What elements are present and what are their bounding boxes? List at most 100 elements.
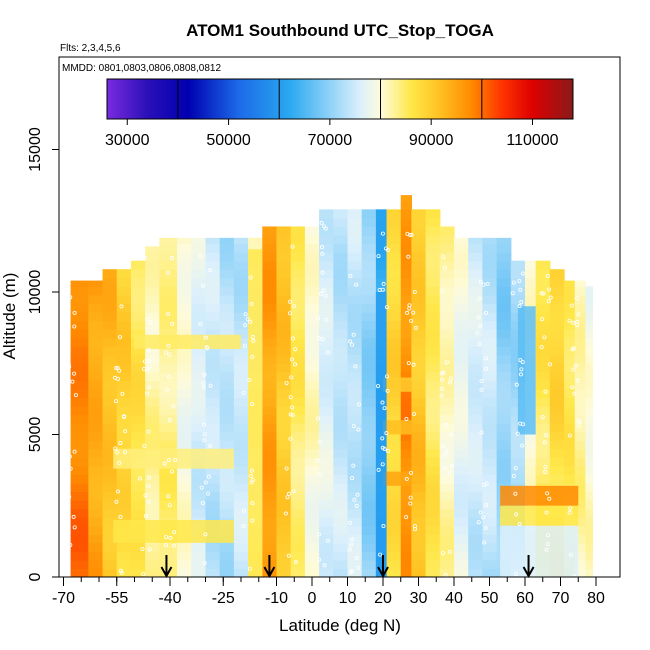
sample-point	[245, 317, 250, 322]
heatmap-cell	[333, 517, 349, 527]
heatmap-cell	[574, 337, 586, 347]
heatmap-cell	[333, 363, 349, 373]
heatmap-cell	[233, 414, 249, 424]
heatmap-cell	[454, 448, 469, 458]
heatmap-cell	[116, 551, 132, 561]
heatmap-cell	[88, 337, 104, 347]
heatmap-cell	[290, 431, 306, 441]
sample-point	[173, 457, 178, 462]
heatmap-cell	[535, 354, 551, 364]
y-axis-label: Altitude (m)	[0, 273, 19, 360]
heatmap-cell	[276, 551, 292, 561]
heatmap-cell	[219, 243, 235, 253]
heatmap-cell	[116, 337, 132, 347]
heatmap-cell	[130, 354, 146, 364]
heatmap-cell	[564, 448, 576, 458]
heatmap-cell	[386, 431, 402, 441]
heatmap-cell	[290, 448, 306, 458]
heatmap-cell	[191, 559, 207, 570]
heatmap-cell	[585, 457, 594, 467]
sample-point	[519, 300, 524, 305]
heatmap-cell	[88, 406, 104, 416]
heatmap-cell	[347, 252, 363, 262]
heatmap-cell	[454, 559, 469, 570]
heatmap-cell	[304, 474, 320, 484]
heatmap-cell	[276, 320, 292, 330]
y-tick-label: 5000	[27, 417, 44, 453]
heatmap-cell	[574, 559, 586, 570]
heatmap-cell	[400, 397, 412, 407]
sample-point	[168, 535, 173, 540]
heatmap-cell	[70, 280, 89, 287]
heatmap-cell	[386, 346, 402, 356]
sample-point	[408, 232, 413, 237]
heatmap-cell	[361, 542, 377, 552]
heatmap-cell	[276, 448, 292, 458]
heatmap-cell	[290, 457, 306, 467]
heatmap-cell	[233, 286, 249, 296]
sample-point	[478, 510, 483, 515]
heatmap-cell	[400, 491, 412, 501]
heatmap-cell	[347, 303, 363, 313]
heatmap-cell	[386, 525, 402, 535]
heatmap-cell	[361, 346, 377, 356]
heatmap-cell	[191, 414, 207, 424]
heatmap-cell	[102, 534, 118, 544]
sample-point	[113, 399, 118, 404]
heatmap-cell	[347, 286, 363, 296]
heatmap-cell	[70, 517, 89, 527]
heatmap-cell	[219, 286, 235, 296]
heatmap-cell	[400, 200, 412, 210]
heatmap-cell	[454, 371, 469, 381]
heatmap-cell	[177, 551, 192, 561]
heatmap-cell	[585, 311, 594, 322]
sample-point	[145, 367, 150, 372]
heatmap-cell	[425, 500, 441, 510]
heatmap-cell	[333, 525, 349, 535]
sample-point	[539, 345, 544, 350]
sample-point	[568, 506, 573, 511]
sample-point	[164, 387, 169, 392]
heatmap-cell	[333, 465, 349, 475]
heatmap-cell	[130, 482, 146, 493]
heatmap-cell	[88, 414, 104, 424]
sample-point	[404, 476, 409, 481]
heatmap-cell	[233, 294, 249, 304]
sample-point	[145, 316, 150, 321]
sample-point	[380, 436, 385, 441]
heatmap-cell	[205, 388, 221, 399]
sample-point	[408, 501, 413, 506]
heatmap-cell	[454, 237, 469, 245]
sample-point	[571, 320, 576, 325]
x-tick-label: -70	[52, 590, 75, 607]
heatmap-cell	[361, 320, 377, 330]
heatmap-cell	[468, 423, 483, 433]
heatmap-cell	[468, 508, 483, 518]
heatmap-cell	[102, 269, 118, 279]
sample-point	[118, 514, 123, 519]
heatmap-cell	[88, 294, 104, 304]
heatmap-cell	[130, 559, 146, 570]
heatmap-cell	[102, 551, 118, 561]
sample-point	[201, 385, 206, 390]
heatmap-cell	[564, 397, 576, 407]
heatmap-cell	[276, 397, 292, 407]
heatmap-cell	[468, 406, 483, 416]
heatmap-cell	[425, 568, 441, 577]
heatmap-cell	[535, 448, 551, 458]
sample-point	[115, 366, 120, 371]
heatmap-cell	[290, 491, 306, 501]
sample-point	[441, 370, 446, 375]
heatmap-cell	[276, 457, 292, 467]
heatmap-cell	[361, 525, 377, 535]
heatmap-cell	[145, 294, 160, 304]
sample-point	[381, 281, 386, 286]
heatmap-cell	[319, 380, 334, 390]
heatmap-cell	[482, 414, 498, 424]
heatmap-cell	[525, 457, 537, 467]
heatmap-cell	[319, 465, 334, 475]
sample-point	[242, 508, 247, 513]
heatmap-cell	[177, 303, 192, 313]
sample-point	[72, 371, 77, 376]
heatmap-cell	[525, 294, 537, 304]
